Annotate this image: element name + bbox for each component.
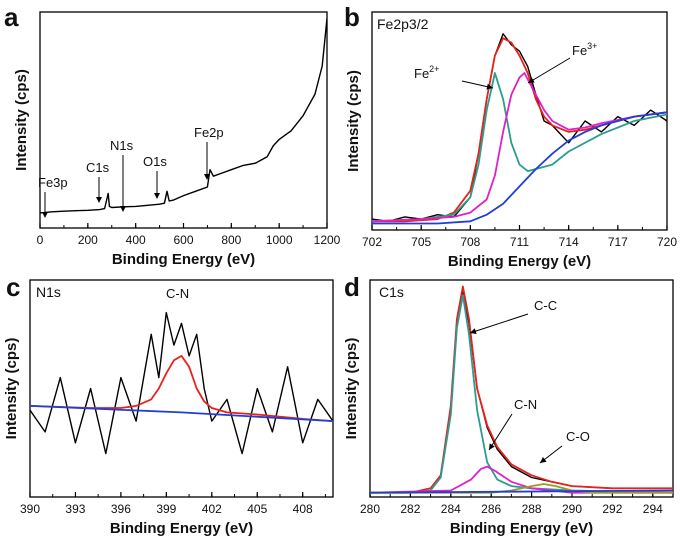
- x-axis-title: Binding Energy (eV): [448, 253, 591, 270]
- x-tick-label: 405: [247, 502, 267, 516]
- annotation-arrow: [488, 413, 513, 451]
- x-tick-label: 0: [37, 233, 44, 247]
- x-tick-label: 290: [562, 502, 582, 516]
- panel-d: d C1s 280 282 284 286 288 290 292 294 Binding Ener…: [343, 272, 674, 537]
- x-tick-label: 402: [202, 502, 222, 516]
- y-axis-title: Intensity (cps): [343, 338, 360, 440]
- panel-title: Fe2p3/2: [377, 16, 429, 32]
- series-line-0: [40, 18, 327, 214]
- plot-frame: [371, 11, 668, 231]
- annotation-arrowhead: [154, 193, 160, 199]
- peak-label-sup: 3+: [587, 41, 597, 51]
- panel-b: b Fe2p3/2 702 705 708 711 714 717 720 Binding Ene…: [344, 2, 677, 270]
- x-tick-label: 720: [657, 235, 677, 249]
- x-tick-label: 288: [522, 502, 542, 516]
- x-axis-title: Binding Energy (eV): [450, 520, 593, 537]
- x-tick-label: 294: [643, 502, 663, 516]
- annotation-arrowhead: [528, 77, 535, 83]
- annotation-arrowhead: [540, 456, 547, 463]
- series-line-0: [372, 33, 667, 222]
- plot-frame: [369, 279, 674, 498]
- panel-letter: a: [4, 2, 19, 32]
- peak-label: Fe2+: [414, 64, 439, 81]
- series-line-c-c: [370, 294, 673, 494]
- peak-label: Fe2p: [194, 125, 224, 140]
- panel-c: c N1s 390 393 396 399 402 405 408 Binding Energy …: [3, 272, 334, 537]
- x-tick-label: 282: [400, 502, 420, 516]
- series-line-1: [370, 285, 673, 494]
- annotation-arrowhead: [42, 212, 48, 218]
- panel-title: N1s: [36, 284, 61, 300]
- annotation-arrow: [469, 313, 529, 334]
- peak-label: O1s: [143, 154, 167, 169]
- x-tick-label: 284: [441, 502, 461, 516]
- series-line-fe3-: [372, 72, 667, 223]
- series-line-0: [30, 311, 333, 455]
- x-tick-label: 600: [173, 233, 193, 247]
- annotation-arrow: [527, 57, 571, 84]
- series-line-0: [370, 290, 673, 494]
- x-tick-label: 280: [360, 502, 380, 516]
- annotation-arrowhead: [489, 443, 495, 450]
- x-tick-label: 393: [65, 502, 85, 516]
- x-tick-label: 390: [20, 502, 40, 516]
- x-tick-label: 800: [221, 233, 241, 247]
- x-tick-label: 400: [126, 233, 146, 247]
- x-axis-title: Binding Energy (eV): [110, 520, 253, 537]
- peak-label-sup: 2+: [429, 64, 439, 74]
- peak-label: C1s: [86, 160, 110, 175]
- x-tick-label: 717: [608, 235, 628, 249]
- plot-frame: [29, 279, 334, 498]
- y-axis-title: Intensity (cps): [3, 338, 20, 440]
- x-tick-label: 714: [559, 235, 579, 249]
- peak-label: C-N: [514, 397, 537, 412]
- x-tick-label: 396: [111, 502, 131, 516]
- peak-label: Fe3+: [572, 41, 597, 58]
- x-tick-label: 1000: [266, 233, 293, 247]
- x-axis-title: Binding Energy (eV): [112, 251, 255, 268]
- peak-label: C-O: [566, 429, 590, 444]
- series-line-5: [370, 489, 673, 494]
- annotation-arrowhead: [120, 206, 126, 212]
- x-tick-label: 1200: [314, 233, 341, 247]
- x-tick-label: 711: [510, 235, 529, 249]
- series-line-fe2-: [372, 72, 667, 223]
- x-tick-label: 292: [602, 502, 622, 516]
- peak-label: C-N: [166, 286, 189, 301]
- panel-letter: b: [344, 2, 360, 32]
- annotation-arrowhead: [96, 197, 102, 203]
- series-line-4: [372, 111, 667, 225]
- series-line-2: [30, 405, 333, 422]
- annotation-arrowhead: [470, 328, 477, 334]
- peak-label: C-C: [534, 298, 557, 313]
- annotation-arrowhead: [486, 83, 493, 90]
- x-tick-label: 408: [293, 502, 313, 516]
- y-axis-title: Intensity (cps): [13, 69, 30, 171]
- y-axis-title: Intensity (cps): [345, 70, 362, 172]
- x-tick-label: 705: [411, 235, 431, 249]
- panel-letter: c: [6, 272, 20, 302]
- x-tick-label: 702: [362, 235, 382, 249]
- panel-a: a 0 200 400 600 800 1000 1200 Binding Energy (eV…: [4, 2, 341, 268]
- x-tick-label: 708: [460, 235, 480, 249]
- x-tick-label: 399: [156, 502, 176, 516]
- peak-label: Fe3p: [38, 175, 68, 190]
- panel-title: C1s: [379, 284, 404, 300]
- series-line-1: [30, 355, 333, 422]
- x-tick-label: 286: [481, 502, 501, 516]
- peak-label: N1s: [110, 138, 134, 153]
- x-tick-label: 200: [78, 233, 98, 247]
- panel-letter: d: [344, 272, 360, 302]
- annotation-arrowhead: [204, 174, 210, 180]
